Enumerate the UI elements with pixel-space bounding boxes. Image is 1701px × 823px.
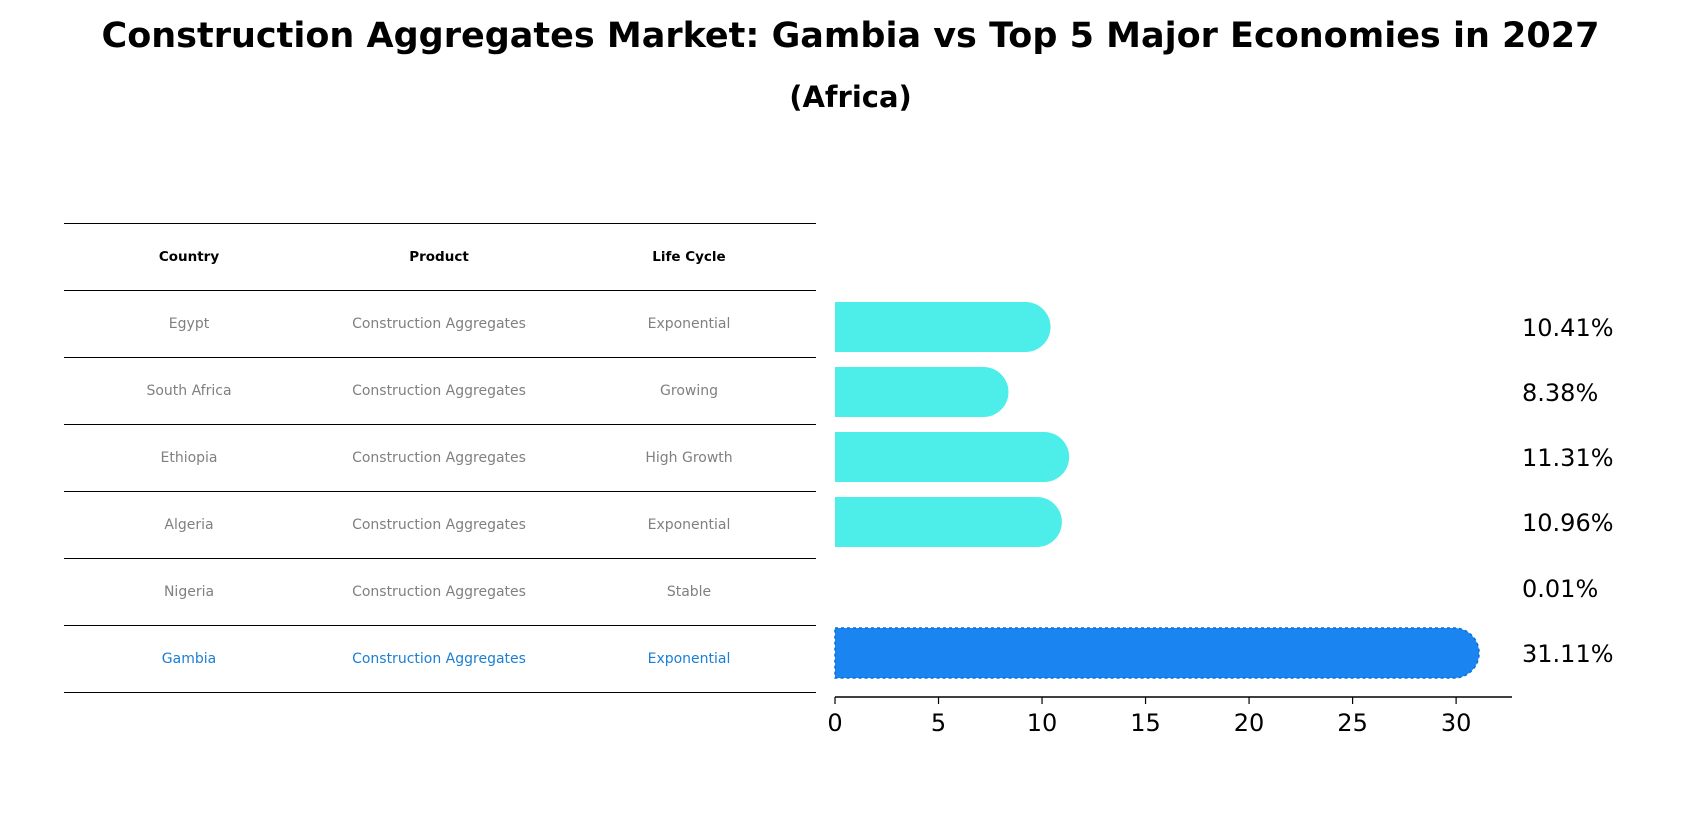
- x-tick-label: 10: [1027, 709, 1058, 737]
- value-label: 10.41%: [1522, 314, 1614, 342]
- value-label: 8.38%: [1522, 379, 1598, 407]
- value-label: 11.31%: [1522, 444, 1614, 472]
- cell-life-cycle: Exponential: [647, 651, 731, 667]
- table-row: Algeria Construction Aggregates Exponent…: [64, 491, 816, 558]
- bar-ethiopia: [835, 432, 1070, 482]
- cell-country: Gambia: [161, 651, 217, 667]
- cell-product: Construction Aggregates: [352, 450, 526, 466]
- cell-country: Nigeria: [163, 584, 215, 600]
- table-row-highlighted: Gambia Construction Aggregates Exponenti…: [64, 625, 816, 693]
- cell-life-cycle: Exponential: [647, 517, 731, 533]
- cell-product: Construction Aggregates: [352, 383, 526, 399]
- x-tick-label: 25: [1337, 709, 1368, 737]
- x-tick-label: 0: [827, 709, 842, 737]
- cell-country: Ethiopia: [160, 450, 218, 466]
- cell-product: Construction Aggregates: [352, 651, 526, 667]
- cell-product: Construction Aggregates: [352, 584, 526, 600]
- chart-subtitle: (Africa): [789, 80, 912, 114]
- cell-product: Construction Aggregates: [352, 316, 526, 332]
- table-row: Egypt Construction Aggregates Exponentia…: [64, 290, 816, 357]
- value-label: 10.96%: [1522, 509, 1614, 537]
- x-tick-label: 30: [1441, 709, 1472, 737]
- table-row: Nigeria Construction Aggregates Stable: [64, 558, 816, 625]
- cell-life-cycle: Stable: [666, 584, 712, 600]
- x-tick-label: 5: [931, 709, 946, 737]
- cell-country: South Africa: [146, 383, 232, 399]
- header-life-cycle: Life Cycle: [652, 249, 726, 265]
- table-header-row: Country Product Life Cycle: [64, 223, 816, 290]
- cell-life-cycle: Exponential: [647, 316, 731, 332]
- x-tick-label: 20: [1234, 709, 1265, 737]
- cell-product: Construction Aggregates: [352, 517, 526, 533]
- bar-egypt: [835, 302, 1051, 352]
- cell-life-cycle: High Growth: [645, 450, 733, 466]
- x-tick-label: 15: [1130, 709, 1161, 737]
- header-product: Product: [409, 249, 469, 265]
- header-country: Country: [158, 249, 220, 265]
- chart-title: Construction Aggregates Market: Gambia v…: [101, 16, 1600, 56]
- value-label: 31.11%: [1522, 640, 1614, 668]
- data-table: Country Product Life Cycle Egypt Constru…: [64, 223, 816, 693]
- bar-algeria: [835, 497, 1062, 547]
- cell-country: Egypt: [168, 316, 210, 332]
- table-row: Ethiopia Construction Aggregates High Gr…: [64, 424, 816, 491]
- cell-country: Algeria: [164, 517, 214, 533]
- value-label: 0.01%: [1522, 575, 1598, 603]
- cell-life-cycle: Growing: [660, 383, 718, 399]
- bar-gambia: [834, 627, 1480, 679]
- bar-south-africa: [835, 367, 1009, 417]
- table-row: South Africa Construction Aggregates Gro…: [64, 357, 816, 424]
